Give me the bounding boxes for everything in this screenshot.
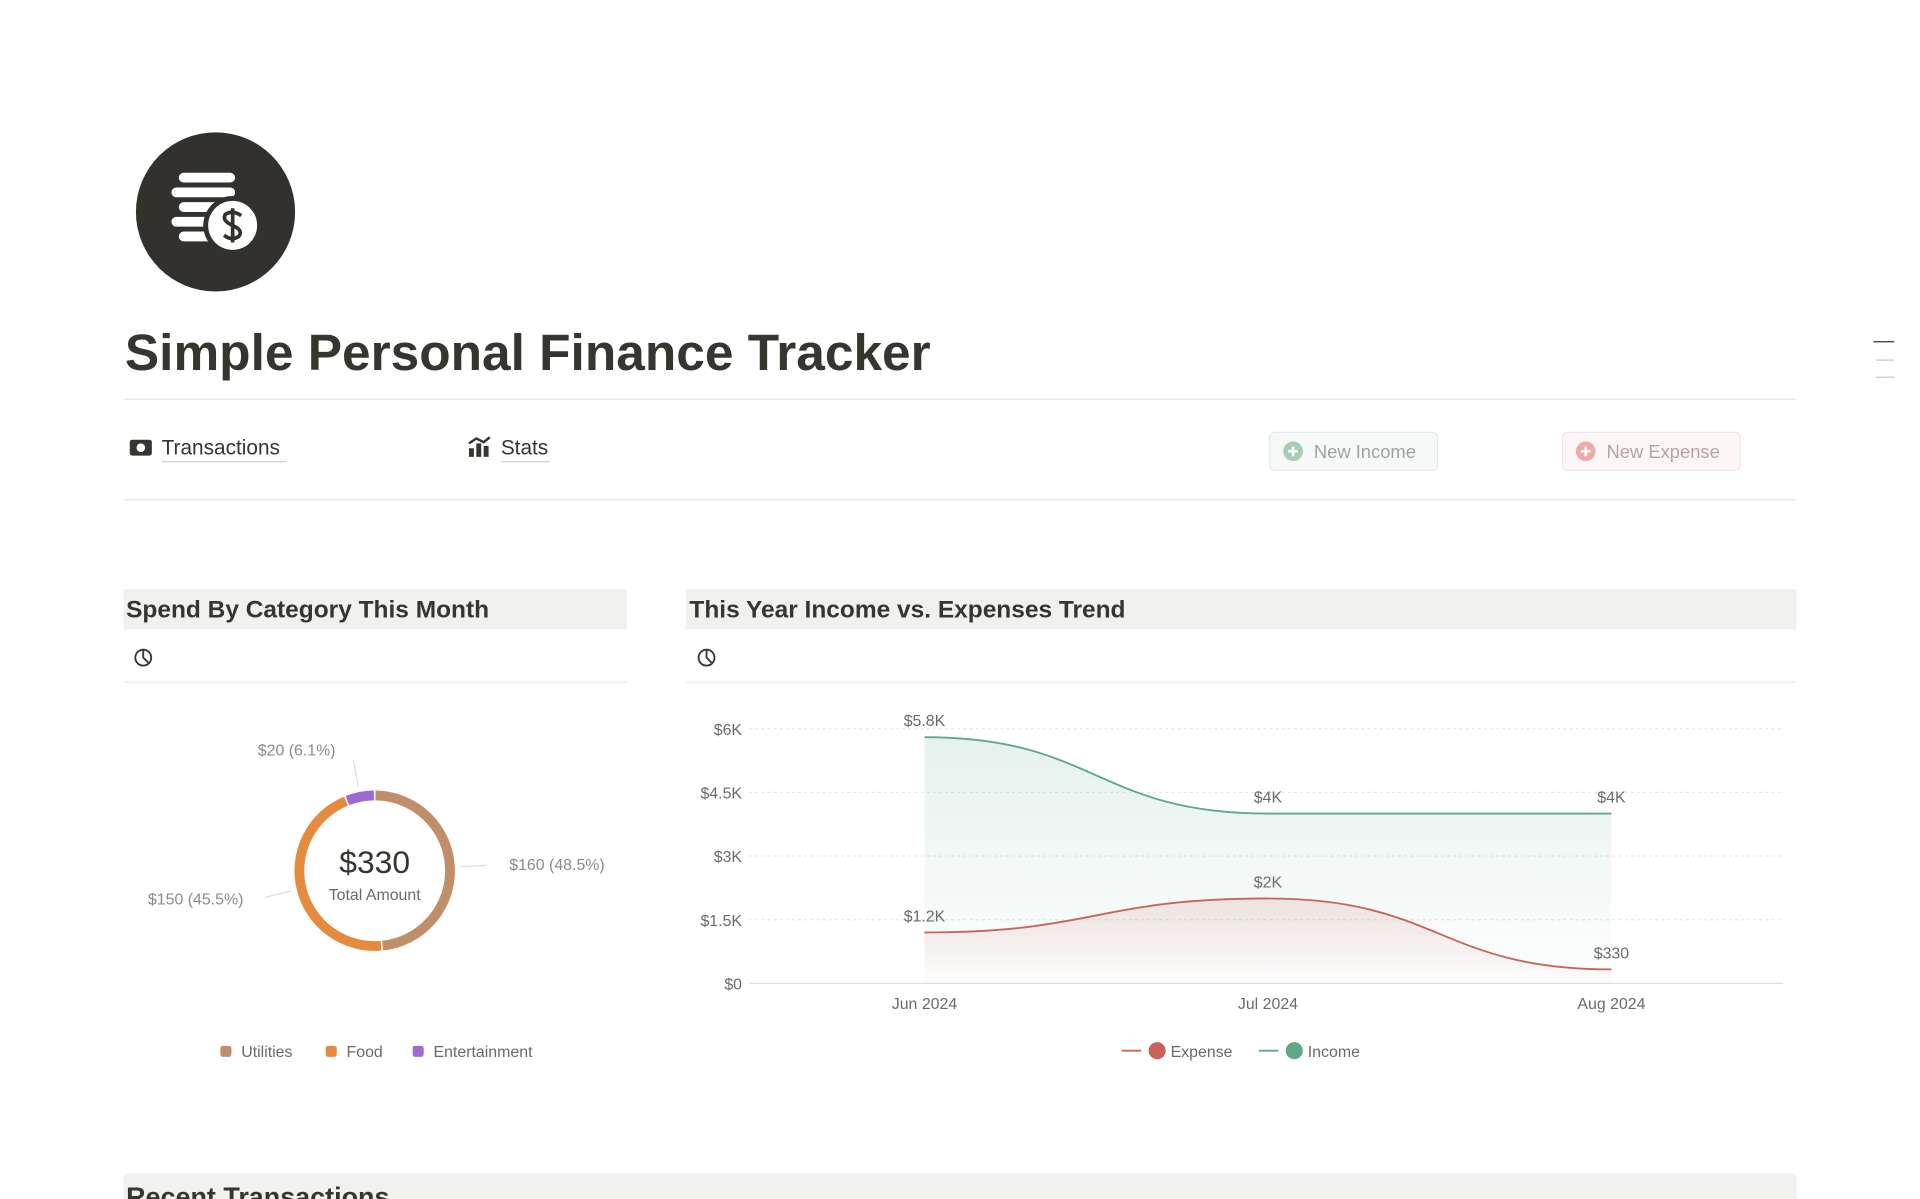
y-tick-label: $3K xyxy=(714,849,743,866)
line xyxy=(924,736,1612,815)
data-label: $150 (45.5%) xyxy=(148,891,243,908)
section-title: This Year Income vs. Expenses Trend xyxy=(689,596,1125,623)
button-label[interactable]: New Income xyxy=(1314,441,1416,462)
data-label: $160 (48.5%) xyxy=(509,857,604,874)
data-label: $20 (6.1%) xyxy=(258,742,336,759)
legend-swatch xyxy=(220,1045,232,1057)
leader-line xyxy=(265,890,292,898)
y-tick-label: $6K xyxy=(714,722,743,739)
x-tick-label: Jul 2024 xyxy=(1238,996,1298,1013)
data-label: $4K xyxy=(1254,790,1283,807)
center-caption: Total Amount xyxy=(329,887,422,904)
button-new-income[interactable]: New Income xyxy=(1269,431,1439,471)
nav-link[interactable]: Stats xyxy=(501,436,548,459)
y-tick-label: $1.5K xyxy=(700,913,742,930)
page-title: Simple Personal Finance Tracker xyxy=(125,323,931,381)
donut-segment xyxy=(375,790,455,951)
section-title: Spend By Category This Month xyxy=(126,596,489,623)
nav-stats[interactable]: Stats xyxy=(468,436,550,463)
button-new-expense[interactable]: New Expense xyxy=(1561,431,1741,471)
leader-line xyxy=(460,864,488,868)
nav-link[interactable]: Transactions xyxy=(162,436,280,459)
legend-swatch xyxy=(412,1045,424,1057)
legend-swatch xyxy=(325,1045,337,1057)
donut-segment xyxy=(345,790,375,806)
donut-segment xyxy=(294,796,382,951)
toc-marks xyxy=(1873,341,1895,378)
chart-icon xyxy=(134,648,153,667)
x-tick-label: Jun 2024 xyxy=(892,996,958,1013)
legend-dot xyxy=(1285,1042,1303,1060)
chart-icon xyxy=(697,648,716,667)
data-label: $5.8K xyxy=(904,713,946,730)
data-label: $4K xyxy=(1597,790,1626,807)
x-tick-label: Aug 2024 xyxy=(1577,996,1645,1013)
legend-label: Utilities xyxy=(241,1044,292,1061)
button-label[interactable]: New Expense xyxy=(1607,441,1720,462)
legend-label: Food xyxy=(347,1044,383,1061)
leader-line xyxy=(352,759,360,787)
legend-label: Entertainment xyxy=(433,1044,533,1061)
y-tick-label: $0 xyxy=(724,976,742,993)
section-header xyxy=(123,1173,1797,1199)
legend-label: Expense xyxy=(1171,1044,1233,1061)
section-header xyxy=(123,589,627,630)
page-icon xyxy=(135,132,296,292)
section-title: Recent Transactions xyxy=(126,1182,389,1199)
y-tick-label: $4.5K xyxy=(700,785,742,802)
nav-transactions[interactable]: Transactions xyxy=(129,436,287,463)
legend-dot xyxy=(1148,1042,1166,1060)
center-value: $330 xyxy=(339,844,410,880)
legend-label: Income xyxy=(1308,1044,1360,1061)
area xyxy=(924,737,1612,984)
section-header xyxy=(685,589,1797,630)
